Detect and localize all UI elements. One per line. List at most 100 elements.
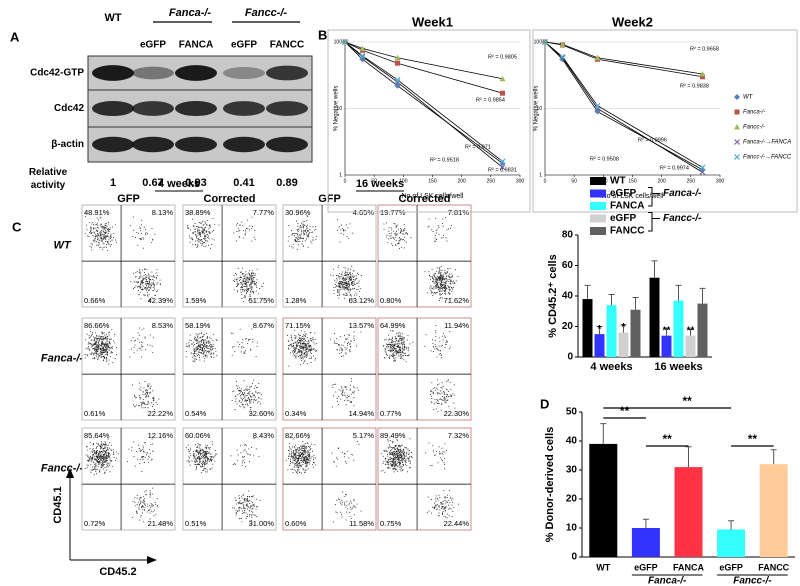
event-dot [102, 464, 103, 466]
event-dot [256, 268, 258, 270]
event-dot [400, 354, 402, 356]
event-dot [392, 451, 394, 453]
event-dot [249, 338, 251, 340]
event-dot [211, 346, 213, 348]
event-dot [247, 393, 249, 395]
event-dot [290, 461, 292, 463]
event-dot [452, 280, 454, 282]
event-dot [395, 469, 397, 471]
event-dot [295, 458, 297, 460]
event-dot [145, 392, 147, 394]
event-dot [99, 461, 101, 463]
event-dot [292, 458, 294, 460]
event-dot [399, 450, 401, 452]
event-dot [92, 336, 94, 338]
event-dot [139, 272, 141, 274]
event-dot [201, 353, 203, 354]
event-dot [293, 455, 295, 457]
event-dot [143, 247, 144, 249]
event-dot [247, 340, 249, 342]
event-dot [198, 451, 200, 453]
event-dot [211, 458, 213, 460]
event-dot [302, 351, 303, 353]
event-dot [408, 467, 410, 469]
event-dot [243, 352, 245, 354]
event-dot [95, 346, 97, 348]
event-dot [91, 232, 93, 233]
event-dot [198, 344, 200, 346]
event-dot [251, 277, 253, 279]
event-dot [204, 467, 206, 469]
event-dot [194, 461, 196, 463]
event-dot [141, 329, 143, 331]
event-dot [238, 510, 240, 512]
event-dot [214, 460, 216, 462]
event-dot [397, 453, 399, 455]
event-dot [398, 454, 400, 456]
event-dot [241, 502, 243, 504]
event-dot [242, 460, 244, 462]
event-dot [434, 276, 436, 278]
event-dot [441, 297, 443, 299]
event-dot [139, 398, 141, 400]
event-dot [98, 348, 100, 350]
event-dot [390, 348, 392, 350]
event-dot [301, 456, 303, 458]
event-dot [207, 460, 208, 462]
event-dot [388, 343, 390, 345]
event-dot [86, 464, 88, 466]
event-dot [394, 464, 396, 466]
event-dot [248, 389, 250, 391]
event-dot [253, 283, 255, 284]
event-dot [97, 458, 99, 460]
event-dot [201, 339, 203, 341]
event-dot [96, 455, 98, 457]
event-dot [396, 332, 398, 334]
event-dot [106, 457, 108, 459]
event-dot [246, 400, 248, 401]
event-dot [347, 268, 349, 270]
event-dot [90, 353, 92, 355]
event-dot [390, 237, 392, 239]
event-dot [147, 403, 149, 405]
event-dot [395, 454, 397, 456]
event-dot [385, 236, 387, 238]
event-dot [198, 239, 200, 241]
event-dot [243, 278, 245, 280]
event-dot [238, 495, 240, 497]
event-dot [194, 228, 196, 230]
event-dot [144, 394, 146, 395]
event-dot [96, 235, 98, 237]
event-dot [442, 287, 444, 289]
event-dot [448, 276, 450, 277]
event-dot [313, 462, 315, 464]
event-dot [346, 236, 348, 238]
event-dot [101, 442, 103, 444]
event-dot [302, 454, 304, 456]
event-dot [249, 390, 251, 392]
event-dot [392, 468, 394, 470]
event-dot [243, 400, 245, 402]
event-dot [302, 452, 304, 454]
event-dot [199, 359, 201, 361]
event-dot [400, 454, 402, 456]
event-dot [210, 355, 212, 357]
event-dot [289, 443, 291, 445]
event-dot [393, 457, 395, 459]
event-dot [199, 450, 201, 452]
event-dot [314, 359, 316, 361]
event-dot [436, 398, 438, 400]
event-dot [205, 227, 207, 229]
event-dot [236, 240, 237, 242]
event-dot [99, 225, 101, 227]
event-dot [300, 348, 302, 349]
event-dot [390, 454, 392, 456]
event-dot [87, 355, 88, 357]
event-dot [351, 378, 352, 380]
event-dot [235, 401, 237, 402]
event-dot [309, 455, 311, 457]
event-dot [341, 282, 343, 284]
event-dot [389, 461, 391, 463]
event-dot [348, 292, 350, 294]
event-dot [210, 344, 212, 346]
